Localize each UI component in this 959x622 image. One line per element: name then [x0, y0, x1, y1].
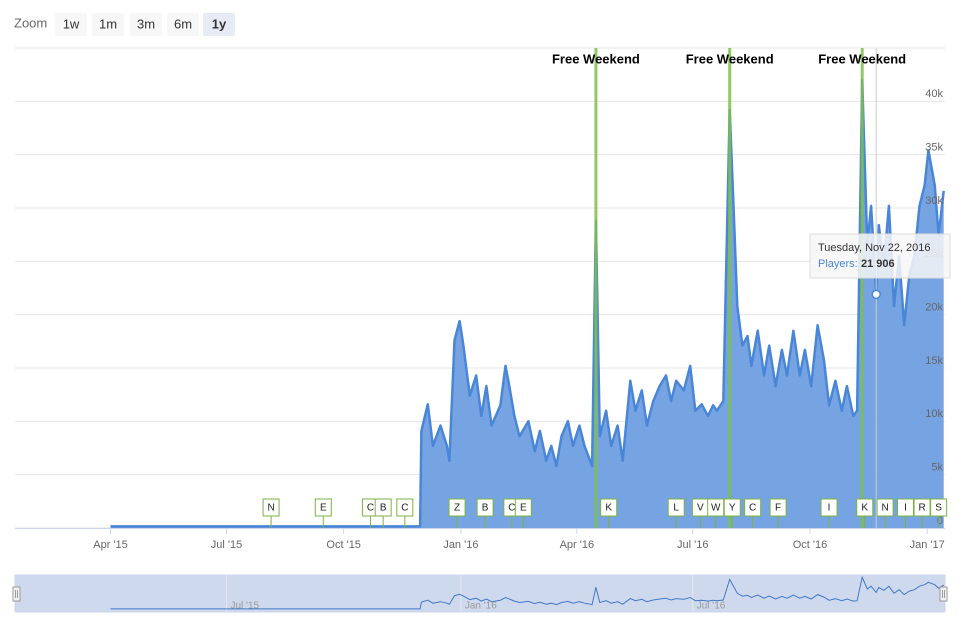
x-tick-label: Jan '16 [443, 539, 478, 551]
event-label[interactable]: B [482, 503, 489, 514]
y-tick-label: 15k [925, 355, 943, 367]
y-tick-label: 5k [931, 462, 943, 474]
y-tick-label: 0 [937, 515, 943, 527]
event-marker[interactable] [769, 498, 787, 517]
flag-label: Free Weekend [686, 51, 774, 66]
navigator-mask [14, 574, 946, 613]
event-marker[interactable] [476, 498, 494, 517]
event-label[interactable]: Y [729, 503, 736, 514]
tooltip-box [809, 233, 951, 279]
navigator-label: Jan '16 [465, 601, 497, 612]
event-marker[interactable] [514, 498, 532, 517]
event-marker[interactable] [744, 498, 762, 517]
y-tick-label: 10k [925, 408, 943, 420]
x-tick-label: Jul '16 [677, 539, 708, 551]
event-marker[interactable] [448, 498, 466, 517]
x-tick-label: Oct '15 [326, 539, 361, 551]
hover-point [871, 289, 881, 300]
zoom-button[interactable] [55, 13, 87, 36]
event-marker[interactable] [314, 498, 332, 517]
event-label[interactable]: I [828, 503, 831, 514]
event-label[interactable]: Z [454, 503, 460, 514]
event-label[interactable]: C [401, 503, 408, 514]
tooltip-title: Tuesday, Nov 22, 2016 [818, 242, 931, 254]
zoom-button-label[interactable]: 3m [137, 16, 155, 31]
event-marker[interactable] [913, 498, 931, 517]
event-label[interactable]: K [605, 503, 612, 514]
line [110, 78, 945, 528]
event-marker[interactable] [820, 498, 838, 517]
navigator-line [110, 575, 944, 610]
zoom-button[interactable] [167, 13, 199, 36]
zoom-button-label[interactable]: 1w [63, 16, 80, 31]
zoom-button[interactable] [92, 13, 124, 36]
event-label[interactable]: N [267, 503, 274, 514]
event-label[interactable]: E [320, 503, 327, 514]
x-tick-label: Oct '16 [793, 539, 828, 551]
navigator-label: Jul '15 [230, 601, 259, 612]
zoom-button-label[interactable]: 1m [99, 16, 117, 31]
zoom-button-label[interactable]: 6m [174, 16, 192, 31]
event-label[interactable]: L [673, 503, 679, 514]
flag-label: Free Weekend [818, 51, 906, 66]
event-label[interactable]: V [697, 503, 704, 514]
event-marker[interactable] [876, 498, 894, 517]
event-marker[interactable] [374, 498, 392, 517]
event-marker[interactable] [897, 498, 915, 517]
area [110, 80, 944, 528]
navigator-handle[interactable] [12, 586, 21, 602]
zoom-label: Zoom [14, 15, 47, 30]
x-tick-label: Jul '15 [211, 539, 242, 551]
event-label[interactable]: F [775, 503, 781, 514]
event-label[interactable]: C [508, 503, 515, 514]
navigator-label: Jul '16 [697, 601, 726, 612]
zoom-button[interactable] [130, 13, 162, 36]
tooltip-series: Players: [818, 258, 858, 270]
navigator-handle[interactable] [939, 586, 948, 602]
event-marker[interactable] [930, 498, 948, 517]
event-marker[interactable] [667, 498, 685, 517]
event-label[interactable]: C [367, 503, 374, 514]
event-label[interactable]: E [520, 503, 527, 514]
event-label[interactable]: K [861, 503, 868, 514]
x-tick-label: Apr '16 [560, 539, 595, 551]
tooltip-value: 21 906 [861, 258, 895, 270]
zoom-button-label[interactable]: 1y [212, 16, 227, 31]
event-label[interactable]: B [380, 503, 387, 514]
event-label[interactable]: R [918, 503, 925, 514]
x-tick-label: Jan '17 [910, 539, 945, 551]
zoom-button[interactable] [203, 13, 235, 36]
event-marker[interactable] [707, 498, 725, 517]
event-marker[interactable] [262, 498, 280, 517]
y-tick-label: 35k [925, 142, 943, 154]
event-label[interactable]: C [749, 503, 756, 514]
event-label[interactable]: N [882, 503, 889, 514]
event-marker[interactable] [723, 498, 741, 517]
flag-label: Free Weekend [552, 51, 640, 66]
event-marker[interactable] [856, 498, 874, 517]
event-marker[interactable] [396, 498, 414, 517]
event-label[interactable]: S [935, 503, 942, 514]
x-tick-label: Apr '15 [93, 539, 128, 551]
y-tick-label: 20k [925, 302, 943, 314]
y-tick-label: 30k [925, 195, 943, 207]
event-label[interactable]: W [711, 503, 721, 514]
event-marker[interactable] [600, 498, 618, 517]
event-label[interactable]: I [904, 503, 907, 514]
y-tick-label: 40k [925, 88, 943, 100]
